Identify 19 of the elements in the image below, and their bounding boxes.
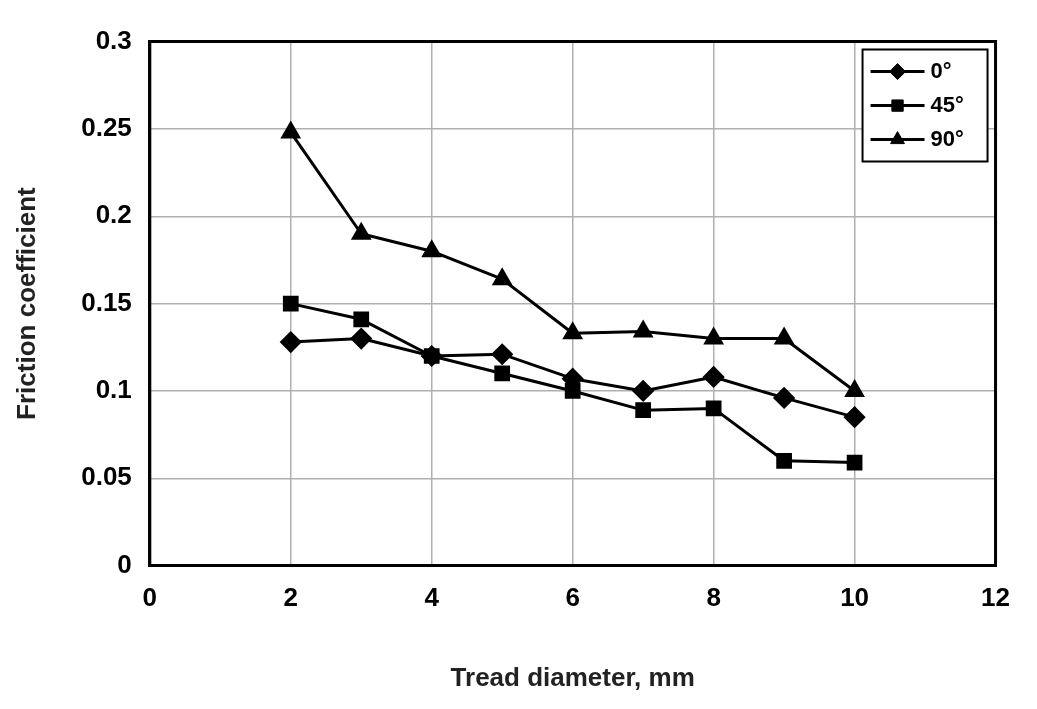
y-tick-label: 0.2 xyxy=(95,199,132,230)
legend-label: 0° xyxy=(930,57,952,83)
legend-label: 90° xyxy=(930,125,964,151)
x-tick-label: 8 xyxy=(706,582,721,613)
y-tick-label: 0.25 xyxy=(81,112,132,143)
x-tick-label: 10 xyxy=(840,582,870,613)
y-tick-label: 0.1 xyxy=(95,374,132,405)
x-tick-label: 2 xyxy=(283,582,298,613)
y-tick-label: 0.15 xyxy=(81,286,132,317)
x-axis-title: Tread diameter, mm xyxy=(450,661,695,692)
x-tick-label: 4 xyxy=(424,582,440,613)
x-tick-label: 0 xyxy=(142,582,158,613)
y-tick-label: 0.05 xyxy=(81,461,132,492)
legend-label: 45° xyxy=(930,91,964,117)
x-tick-label: 6 xyxy=(565,582,580,613)
y-tick-label: 0 xyxy=(117,548,132,579)
x-tick-label: 12 xyxy=(981,582,1010,613)
y-axis-title: Friction coefficient xyxy=(10,186,41,420)
y-tick-label: 0.3 xyxy=(95,24,132,55)
